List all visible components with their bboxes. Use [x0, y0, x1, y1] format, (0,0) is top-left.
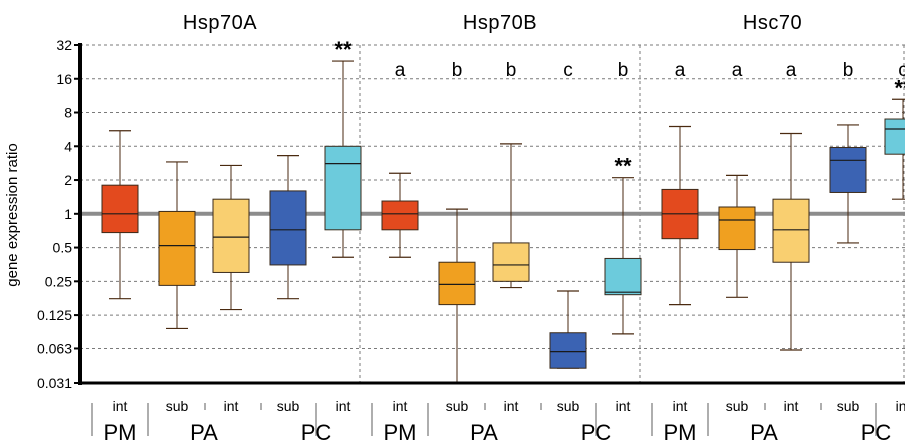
significance-stars: **	[894, 75, 905, 100]
x-sub-label: int	[896, 398, 905, 414]
x-sub-label: int	[393, 398, 408, 414]
box-PC-int	[884, 118, 905, 155]
significance-letter: b	[618, 60, 629, 81]
x-group-label: PA	[470, 420, 498, 441]
x-group-label: PA	[190, 420, 218, 441]
significance-letter: b	[843, 60, 854, 81]
panel-title: Hsp70A	[183, 12, 257, 34]
box-PC-int	[604, 257, 642, 296]
x-sub-label: int	[784, 398, 799, 414]
box-PC-sub	[829, 147, 867, 193]
axes-layer	[74, 43, 905, 436]
x-sub-label: int	[224, 398, 239, 414]
box-PA-sub	[158, 210, 196, 286]
box-PA-int	[772, 198, 810, 263]
box-PA-sub	[718, 206, 756, 251]
x-sub-label: sub	[166, 398, 189, 414]
y-tick-label: 8	[64, 105, 72, 121]
box-PA-int	[492, 242, 530, 282]
y-tick-label: 16	[56, 71, 72, 87]
significance-letter: c	[563, 60, 573, 81]
y-tick-label: 0.125	[37, 307, 72, 323]
x-sub-label: sub	[726, 398, 749, 414]
x-sub-label: sub	[557, 398, 580, 414]
box-PA-int	[212, 198, 250, 273]
y-tick-label: 2	[64, 172, 72, 188]
significance-letter: b	[506, 60, 517, 81]
x-sub-label: int	[504, 398, 519, 414]
significance-stars: **	[614, 154, 632, 179]
x-sub-label: sub	[277, 398, 300, 414]
box-PA-sub	[438, 261, 476, 306]
x-group-label: PM	[384, 420, 417, 441]
x-group-label: PC	[861, 420, 892, 441]
y-tick-label: 4	[64, 138, 72, 154]
y-tick-label: 0.5	[53, 240, 73, 256]
box-PC-sub	[549, 332, 587, 369]
significance-letter: a	[395, 60, 406, 81]
x-sub-label: sub	[837, 398, 860, 414]
panel-title: Hsp70B	[463, 12, 537, 34]
panel-title: Hsc70	[743, 12, 802, 34]
significance-letter: a	[675, 60, 686, 81]
x-sub-label: int	[673, 398, 688, 414]
x-group-label: PA	[750, 420, 778, 441]
significance-stars: **	[334, 37, 352, 62]
y-tick-label: 32	[56, 37, 72, 53]
boxes-layer	[101, 60, 905, 384]
y-tick-label: 1	[64, 206, 72, 222]
x-sub-label: int	[616, 398, 631, 414]
significance-letter: a	[786, 60, 797, 81]
y-axis-label: gene expression ratio	[4, 143, 21, 286]
box-PC-int	[324, 145, 362, 231]
y-tick-label: 0.25	[45, 273, 72, 289]
box-PM-int	[101, 184, 139, 234]
x-group-label: PM	[664, 420, 697, 441]
y-tick-label: 0.031	[37, 375, 72, 391]
labels-layer: 32 16 8 4 2 1 0.5 0.25 0.125 0.063 0.031 Hsp70A int s…	[37, 12, 905, 441]
x-sub-label: int	[336, 398, 351, 414]
box-PM-int	[381, 200, 419, 231]
y-tick-label: 0.063	[37, 340, 72, 356]
x-sub-label: int	[113, 398, 128, 414]
x-sub-label: sub	[446, 398, 469, 414]
x-group-label: PM	[104, 420, 137, 441]
significance-letter: a	[732, 60, 743, 81]
box-PC-sub	[269, 190, 307, 266]
significance-letter: c	[898, 60, 905, 81]
x-group-label: PC	[301, 420, 332, 441]
significance-letter: b	[452, 60, 463, 81]
x-group-label: PC	[581, 420, 612, 441]
